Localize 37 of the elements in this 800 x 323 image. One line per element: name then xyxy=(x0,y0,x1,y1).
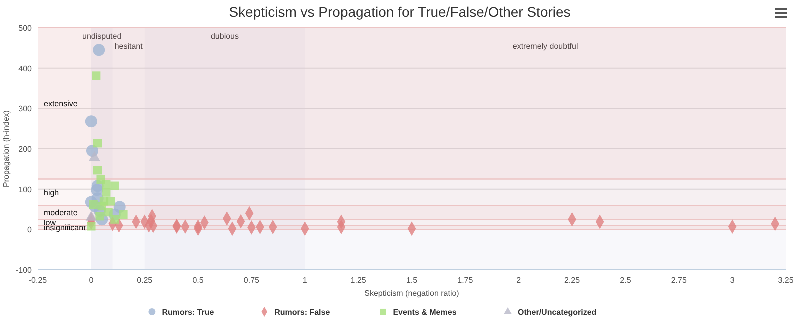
band-label: moderate xyxy=(44,208,78,218)
legend-label: Rumors: True xyxy=(162,308,215,317)
x-tick-label: 1.75 xyxy=(458,276,474,285)
x-tick-label: 1.5 xyxy=(406,276,418,285)
band-label: undisputed xyxy=(82,32,122,41)
x-tick-label: -0.25 xyxy=(28,276,48,285)
band-label: extremely doubtful xyxy=(512,42,578,51)
legend-label: Rumors: False xyxy=(274,308,331,317)
legend-label: Other/Uncategorized xyxy=(518,308,597,317)
x-tick-label: 2.5 xyxy=(620,276,632,285)
y-tick-label: 0 xyxy=(28,226,33,235)
x-tick-label: 0.5 xyxy=(192,276,204,285)
band-label: high xyxy=(44,188,60,198)
x-tick-label: 1 xyxy=(302,276,308,285)
chart-title: Skepticism vs Propagation for True/False/Other Stories xyxy=(229,4,571,20)
band-label: hesitant xyxy=(114,42,144,51)
y-tick-label: 400 xyxy=(18,64,33,74)
y-tick-label: 500 xyxy=(18,24,33,33)
x-tick-label: 0 xyxy=(89,276,94,285)
x-tick-label: 0.25 xyxy=(137,276,154,285)
y-tick-label: -100 xyxy=(16,266,33,275)
x-tick-label: 2.75 xyxy=(671,276,688,285)
band-label: insignificant xyxy=(44,224,87,233)
x-axis-title: Skepticism (negation ratio) xyxy=(364,289,460,298)
x-tick-label: 2 xyxy=(516,276,522,285)
x-tick-label: 0.75 xyxy=(244,276,260,285)
y-axis-title: Propagation (h-index) xyxy=(2,110,11,188)
x-tick-label: 1.25 xyxy=(350,276,367,285)
band-label: extensive xyxy=(44,100,78,109)
y-tick-label: 100 xyxy=(18,185,33,194)
x-tick-label: 3 xyxy=(730,276,736,285)
y-tick-label: 200 xyxy=(18,145,33,154)
band-label: dubious xyxy=(210,32,240,41)
y-tick-label: 300 xyxy=(18,104,33,114)
x-tick-label: 3.25 xyxy=(778,276,794,285)
legend-label: Events & Memes xyxy=(393,308,458,317)
x-tick-label: 2.25 xyxy=(564,276,581,285)
